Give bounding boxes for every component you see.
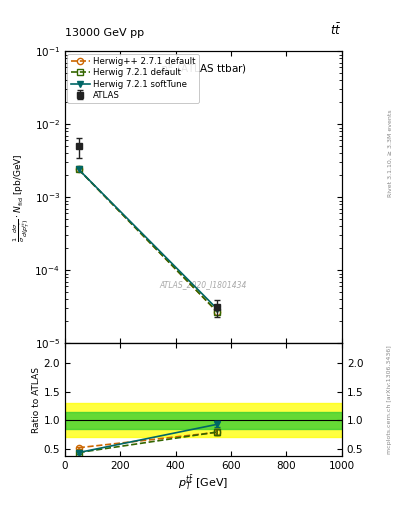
Text: $t\bar{t}$: $t\bar{t}$ — [331, 23, 342, 38]
Herwig++ 2.7.1 default — [76, 166, 81, 173]
Line: Herwig 7.2.1 default: Herwig 7.2.1 default — [75, 166, 220, 315]
Herwig 7.2.1 softTune — [76, 166, 81, 173]
Y-axis label: Ratio to ATLAS: Ratio to ATLAS — [31, 367, 40, 433]
Herwig 7.2.1 default — [215, 309, 220, 315]
Text: 13000 GeV pp: 13000 GeV pp — [65, 28, 144, 38]
Line: Herwig 7.2.1 softTune: Herwig 7.2.1 softTune — [75, 166, 220, 312]
Text: mcplots.cern.ch [arXiv:1306.3436]: mcplots.cern.ch [arXiv:1306.3436] — [387, 345, 392, 454]
Herwig 7.2.1 default — [76, 166, 81, 173]
Text: Rivet 3.1.10, ≥ 3.3M events: Rivet 3.1.10, ≥ 3.3M events — [387, 110, 392, 198]
Bar — [65, 403, 342, 437]
Herwig 7.2.1 softTune — [215, 306, 220, 312]
Herwig++ 2.7.1 default — [215, 309, 220, 315]
Text: $p_T^{t\bar{t}}$ (ATLAS ttbar): $p_T^{t\bar{t}}$ (ATLAS ttbar) — [160, 60, 247, 78]
Y-axis label: $\frac{1}{\sigma}\frac{d\sigma}{d(p_T^{t\bar{t}})}\cdot N_{\rm fid}$ [pb/GeV]: $\frac{1}{\sigma}\frac{d\sigma}{d(p_T^{t… — [11, 153, 31, 242]
Legend: Herwig++ 2.7.1 default, Herwig 7.2.1 default, Herwig 7.2.1 softTune, ATLAS: Herwig++ 2.7.1 default, Herwig 7.2.1 def… — [68, 54, 199, 103]
X-axis label: $p^{t\bar{t}}_{T}$ [GeV]: $p^{t\bar{t}}_{T}$ [GeV] — [178, 473, 229, 492]
Text: ATLAS_2020_I1801434: ATLAS_2020_I1801434 — [160, 281, 247, 289]
Line: Herwig++ 2.7.1 default: Herwig++ 2.7.1 default — [75, 166, 220, 315]
Bar — [65, 412, 342, 429]
